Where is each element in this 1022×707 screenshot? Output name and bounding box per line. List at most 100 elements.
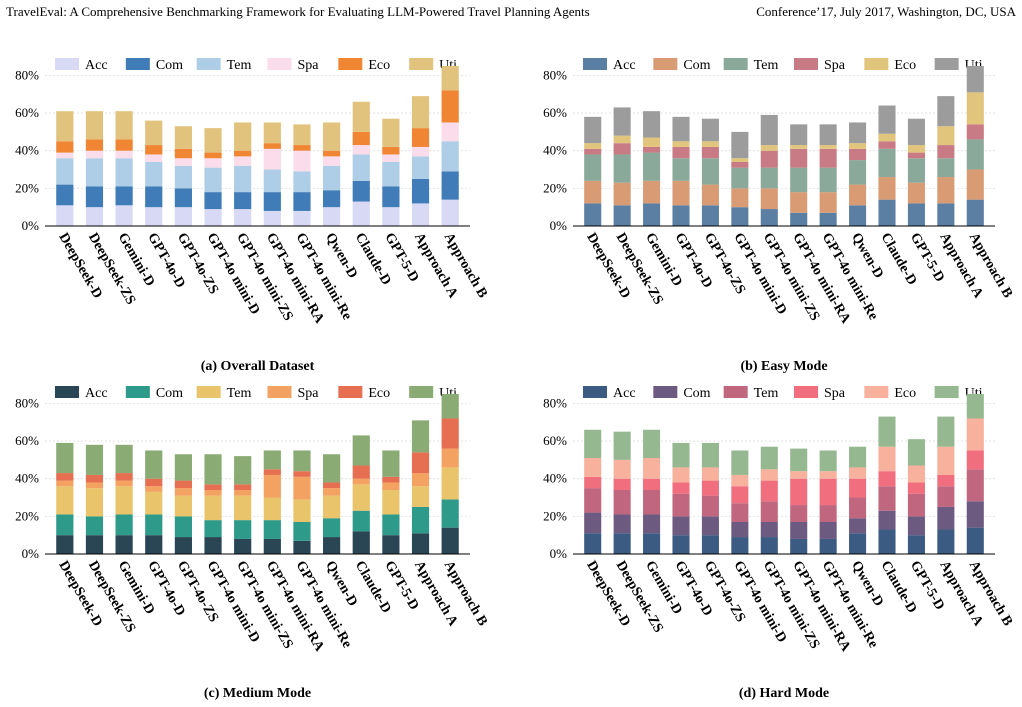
bar-segment-spa [613, 478, 631, 490]
bar-segment-eco [701, 141, 719, 147]
bar-segment-com [56, 514, 74, 536]
bar-segment-com [441, 499, 459, 528]
bar-segment-spa [819, 478, 837, 506]
bar-segment-com [293, 522, 311, 541]
bar-segment-eco [819, 471, 837, 479]
legend-label-spa: Spa [298, 58, 320, 73]
chart-panel-3: Acc Com Tem Spa Eco Uti0%20%40%60%80%DeepSeek… [15, 386, 490, 701]
bar-segment-uti [263, 450, 281, 470]
bar-segment-acc [672, 205, 690, 226]
legend-label-eco: Eco [368, 386, 390, 401]
y-tick-label: 80% [15, 67, 39, 82]
bar-segment-eco [701, 467, 719, 481]
bar-segment-eco [382, 146, 400, 155]
bar-segment-tem [790, 505, 808, 522]
legend-label-eco: Eco [368, 58, 390, 73]
bar-segment-spa [849, 148, 867, 161]
bar-segment-acc [790, 212, 808, 226]
bar-segment-eco [411, 452, 430, 474]
bar-segment-com [731, 522, 749, 538]
bar-segment-tem [352, 154, 370, 181]
y-tick-label: 0% [22, 218, 40, 233]
bar-segment-com [701, 184, 719, 206]
bar-segment-acc [115, 535, 133, 554]
bar-segment-uti [907, 439, 925, 466]
y-tick-label: 80% [15, 395, 39, 410]
bar-segment-acc [204, 537, 222, 554]
bar-segment-com [966, 169, 984, 200]
bar-segment-com [85, 516, 104, 536]
legend-label-acc: Acc [85, 58, 108, 73]
bar-segment-eco [441, 90, 459, 123]
bar-segment-acc [966, 199, 984, 226]
legend-swatch-com [125, 58, 150, 70]
bar-segment-spa [411, 146, 430, 157]
bar-segment-com [441, 171, 459, 200]
bar-segment-uti [584, 116, 602, 144]
legend-label-tem: Tem [227, 386, 252, 401]
bar-segment-com [85, 186, 104, 208]
bar-segment-acc [382, 207, 400, 226]
bar-segment-uti [115, 111, 133, 140]
bar-segment-eco [937, 446, 955, 475]
bar-segment-spa [819, 148, 837, 168]
bar-segment-spa [966, 124, 984, 140]
bar-segment-eco [234, 150, 252, 157]
bar-segment-tem [907, 158, 925, 183]
bar-segment-acc [323, 537, 341, 554]
bar-segment-com [907, 516, 925, 536]
bar-segment-spa [907, 152, 925, 159]
bar-segment-tem [819, 505, 837, 522]
bar-segment-com [584, 512, 602, 534]
bar-segment-tem [819, 167, 837, 193]
bar-segment-uti [263, 122, 281, 144]
bar-segment-acc [382, 535, 400, 554]
bar-segment-eco [263, 469, 281, 475]
bar-segment-eco [760, 469, 778, 481]
bar-segment-com [672, 516, 690, 536]
bar-segment-spa [672, 482, 690, 494]
bar-segment-eco [584, 143, 602, 149]
bar-segment-eco [174, 480, 192, 489]
bar-segment-tem [174, 495, 192, 517]
bar-segment-spa [352, 478, 370, 485]
bar-segment-tem [643, 152, 661, 181]
bar-segment-tem [701, 158, 719, 185]
bar-segment-tem [790, 167, 808, 193]
bar-segment-uti [760, 114, 778, 146]
bar-segment-eco [790, 145, 808, 149]
bar-segment-eco [441, 418, 459, 449]
bar-segment-eco [643, 137, 661, 147]
bar-segment-tem [643, 490, 661, 515]
bar-segment-acc [672, 535, 690, 554]
bar-segment-tem [878, 148, 896, 178]
legend-label-acc: Acc [85, 386, 108, 401]
bar-segment-com [878, 177, 896, 200]
bar-segment-acc [85, 535, 104, 554]
bar-segment-uti [790, 448, 808, 472]
bar-segment-eco [174, 148, 192, 159]
bar-segment-eco [966, 92, 984, 125]
bar-segment-uti [966, 66, 984, 93]
bar-segment-spa [878, 471, 896, 487]
bar-segment-eco [145, 145, 163, 155]
bar-segment-uti [382, 450, 400, 477]
bar-segment-spa [937, 145, 955, 159]
bar-segment-acc [174, 207, 192, 226]
bar-segment-uti [85, 444, 104, 475]
bar-segment-uti [701, 118, 719, 142]
bar-segment-tem [115, 486, 133, 515]
bar-segment-acc [204, 209, 222, 226]
panel-caption: (b) Easy Mode [740, 359, 827, 374]
legend-swatch-spa [794, 386, 818, 398]
bar-segment-uti [878, 416, 896, 447]
bar-segment-spa [382, 482, 400, 490]
bar-segment-uti [731, 131, 749, 159]
bar-segment-eco [85, 139, 104, 151]
bar-segment-com [234, 520, 252, 539]
bar-segment-com [760, 188, 778, 210]
y-tick-label: 60% [15, 105, 39, 120]
bar-segment-com [174, 516, 192, 538]
bar-segment-uti [643, 429, 661, 458]
y-tick-label: 20% [543, 508, 567, 523]
